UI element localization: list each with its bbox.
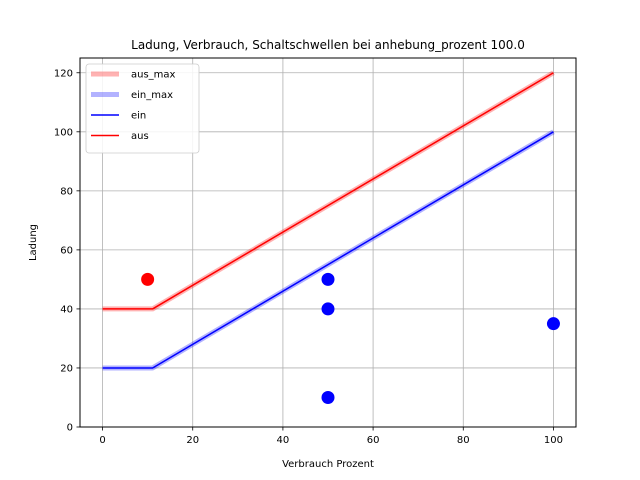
x-axis-label: Verbrauch Prozent	[282, 459, 374, 470]
points-layer	[141, 272, 560, 404]
x-tick-label: 20	[186, 435, 199, 446]
y-axis-label: Ladung	[28, 224, 39, 261]
series-layer	[102, 70, 555, 371]
x-tick-label: 100	[544, 435, 563, 446]
legend-label: ein_max	[131, 90, 173, 101]
y-tick-label: 100	[54, 127, 73, 138]
ticks-layer: 0 20 40 60 80 100 0 20 40 60 80 100 120	[54, 68, 563, 446]
x-tick-label: 60	[367, 435, 380, 446]
series-line-aus	[102, 72, 554, 310]
data-point	[141, 272, 155, 286]
series-line-ein	[102, 131, 554, 369]
y-tick-label: 40	[60, 304, 73, 315]
y-tick-label: 20	[60, 363, 73, 374]
y-tick-label: 60	[60, 245, 73, 256]
y-tick-label: 120	[54, 68, 73, 79]
x-tick-label: 80	[457, 435, 470, 446]
x-tick-label: 40	[277, 435, 290, 446]
legend-label: aus_max	[131, 70, 176, 81]
plot-frame	[79, 57, 577, 428]
legend-label: ein	[131, 111, 146, 122]
legend-box	[85, 63, 200, 154]
y-tick-label: 80	[60, 186, 73, 197]
x-tick-label: 0	[99, 435, 105, 446]
data-point	[321, 390, 335, 404]
data-point	[321, 272, 335, 286]
legend-label: aus	[131, 131, 149, 142]
chart-title: Ladung, Verbrauch, Schaltschwellen bei a…	[131, 38, 525, 52]
data-point	[546, 317, 560, 331]
data-point	[321, 302, 335, 316]
y-tick-label: 0	[67, 423, 73, 434]
